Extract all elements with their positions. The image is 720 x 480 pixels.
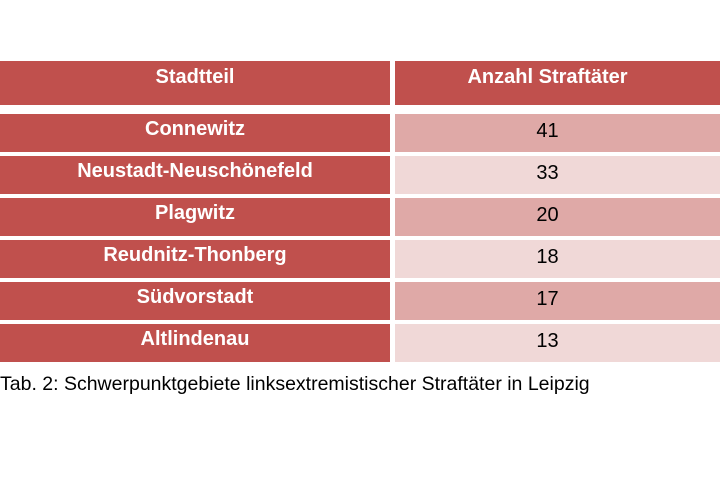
count-cell: 13 [395,324,720,362]
table-header-row: Stadtteil Anzahl Straftäter [0,61,720,105]
table-row: Neustadt-Neuschönefeld 33 [0,156,720,194]
table-row: Südvorstadt 17 [0,282,720,320]
column-gap [390,156,395,194]
column-gap [390,198,395,236]
table-row: Plagwitz 20 [0,198,720,236]
column-gap [390,114,395,152]
district-cell: Altlindenau [0,324,390,362]
column-gap [390,240,395,278]
table-row: Connewitz 41 [0,114,720,152]
header-district: Stadtteil [0,61,390,105]
table-row: Reudnitz-Thonberg 18 [0,240,720,278]
table-row: Altlindenau 13 [0,324,720,362]
district-cell: Plagwitz [0,198,390,236]
count-cell: 41 [395,114,720,152]
district-cell: Reudnitz-Thonberg [0,240,390,278]
count-cell: 17 [395,282,720,320]
data-table: Stadtteil Anzahl Straftäter Connewitz 41… [0,61,720,366]
district-cell: Neustadt-Neuschönefeld [0,156,390,194]
count-cell: 20 [395,198,720,236]
count-cell: 33 [395,156,720,194]
column-gap [390,282,395,320]
district-cell: Südvorstadt [0,282,390,320]
count-cell: 18 [395,240,720,278]
header-count: Anzahl Straftäter [395,61,720,105]
column-gap [390,61,395,105]
column-gap [390,324,395,362]
district-cell: Connewitz [0,114,390,152]
table-caption: Tab. 2: Schwerpunktgebiete linksextremis… [0,373,590,395]
